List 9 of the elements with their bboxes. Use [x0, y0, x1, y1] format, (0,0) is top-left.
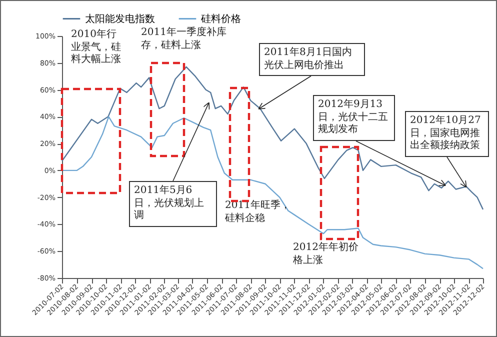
annotation: 2012年10月27日，国家电网推出全额接纳政策 — [405, 111, 489, 156]
legend-label: 硅料价格 — [200, 12, 241, 25]
legend-label: 太阳能发电指数 — [85, 12, 155, 25]
annotation: 2012年9月13日，光伏十二五规划发布 — [313, 95, 395, 140]
annotation: 2012年年初价格上涨 — [293, 242, 359, 267]
annotation: 2011年一季度补库存，硅料上涨 — [141, 27, 228, 52]
annotation: 2011年8月1日国内光伏上网电价推出 — [259, 43, 365, 76]
annotation: 2010年行业景气，硅料大幅上涨 — [71, 29, 121, 66]
annotation: 2011年5月6日，光伏规划上调 — [129, 181, 217, 226]
